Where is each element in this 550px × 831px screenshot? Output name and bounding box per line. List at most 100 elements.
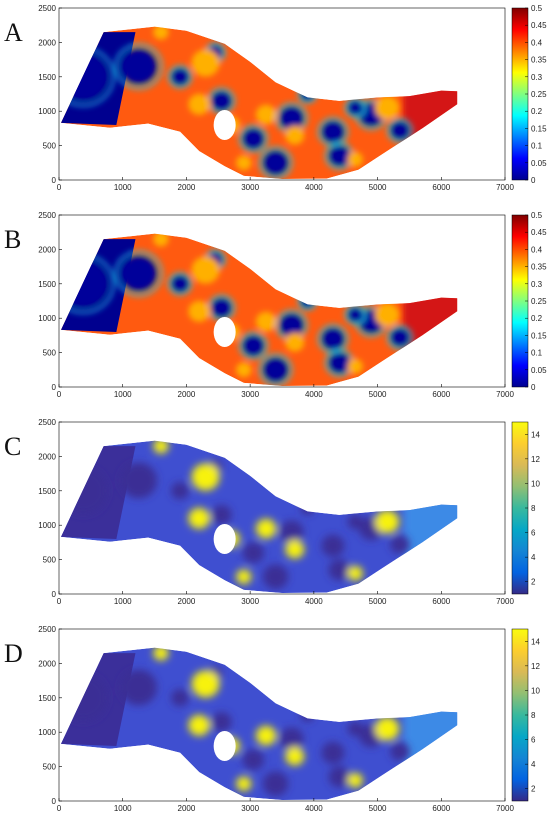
field-high-spot xyxy=(188,714,211,736)
colorbar-tick-label: 12 xyxy=(531,455,540,464)
field-high-spot xyxy=(285,332,305,352)
y-tick-label: 2000 xyxy=(38,245,56,254)
x-tick-label: 3000 xyxy=(241,390,259,399)
x-tick-label: 2000 xyxy=(178,183,196,192)
field-ring xyxy=(238,331,268,360)
x-tick-label: 6000 xyxy=(432,804,450,813)
colorbar-tick-label: 0.05 xyxy=(531,159,547,168)
y-tick-label: 0 xyxy=(52,797,57,806)
colorbar-tick-label: 0.5 xyxy=(531,211,543,220)
x-tick-label: 4000 xyxy=(305,390,323,399)
colorbar-tick-label: 14 xyxy=(531,430,540,439)
field-high-spot xyxy=(285,125,305,145)
field-ring xyxy=(167,272,193,296)
colorbar-tick-label: 10 xyxy=(531,686,540,695)
field-high-spot xyxy=(153,440,169,454)
field-high-spot xyxy=(285,539,305,559)
field-high-spot xyxy=(153,233,169,247)
field-base xyxy=(60,647,458,800)
colorbar-tick-label: 0.2 xyxy=(531,314,543,323)
field-low-spot xyxy=(242,542,265,564)
field-high-spot xyxy=(236,362,252,378)
x-tick-label: 5000 xyxy=(369,804,387,813)
field-low-spot xyxy=(321,327,345,350)
field-high-spot xyxy=(153,647,169,661)
field-high-spot xyxy=(236,776,252,792)
colorbar-tick-label: 0.25 xyxy=(531,90,547,99)
field-low-spot xyxy=(211,504,232,525)
x-tick-label: 3000 xyxy=(241,804,259,813)
field-low-spot xyxy=(120,669,158,706)
field-high-spot xyxy=(347,565,363,581)
colorbar-tick-label: 2 xyxy=(531,578,536,587)
field-ring xyxy=(386,118,413,143)
field-low-spot xyxy=(347,307,363,323)
x-tick-label: 3000 xyxy=(241,183,259,192)
field-low-spot xyxy=(390,121,410,140)
x-tick-label: 5000 xyxy=(369,597,387,606)
field-high-spot xyxy=(375,95,400,120)
field-high-spot xyxy=(255,725,277,746)
field-low-spot xyxy=(242,335,265,357)
field-low-spot xyxy=(328,352,351,374)
y-tick-label: 2500 xyxy=(38,211,56,220)
x-tick-label: 7000 xyxy=(496,597,514,606)
y-tick-label: 2000 xyxy=(38,452,56,461)
field-ring xyxy=(386,325,413,350)
field-low-spot xyxy=(279,520,304,544)
field-base xyxy=(60,26,458,179)
colorbar-tick-label: 0 xyxy=(531,176,536,185)
panel-c: C 0 1000 2000 3000 4000 5000 6000 7000 0 500 1000 1… xyxy=(0,414,550,621)
field-low-spot xyxy=(328,766,351,788)
y-tick-label: 1500 xyxy=(38,694,56,703)
colorbar-tick-label: 6 xyxy=(531,529,536,538)
panel-label: B xyxy=(4,225,22,254)
x-tick-label: 2000 xyxy=(178,597,196,606)
field-high-spot xyxy=(191,256,220,284)
colorbar-tick-label: 2 xyxy=(531,785,536,794)
colorbar-tick-label: 0.4 xyxy=(531,245,543,254)
field-low-spot xyxy=(171,482,189,500)
field-low-spot xyxy=(211,90,232,111)
field-hole xyxy=(213,109,236,140)
colorbar-tick-label: 0.25 xyxy=(531,297,547,306)
field-high-spot xyxy=(255,104,277,125)
field-low-spot xyxy=(321,534,345,557)
field-high-spot xyxy=(191,670,220,698)
colorbar-tick-label: 10 xyxy=(531,479,540,488)
panel-label: D xyxy=(4,639,23,668)
field-low-spot xyxy=(211,297,232,318)
field-low-spot xyxy=(211,711,232,732)
y-tick-label: 1000 xyxy=(38,521,56,530)
y-tick-label: 0 xyxy=(52,176,57,185)
field-high-spot xyxy=(255,518,277,539)
colorbar-tick-label: 0 xyxy=(531,383,536,392)
y-tick-label: 500 xyxy=(43,763,57,772)
field-low-spot xyxy=(390,535,410,554)
field-low-spot xyxy=(262,150,289,176)
field-ring xyxy=(258,146,293,179)
field-ring xyxy=(114,250,163,297)
y-tick-label: 1000 xyxy=(38,107,56,116)
panel-label: C xyxy=(4,432,22,461)
field-low-spot xyxy=(262,564,289,590)
field-hole xyxy=(213,730,236,761)
x-tick-label: 0 xyxy=(57,390,62,399)
field-ring xyxy=(167,65,193,89)
x-tick-label: 7000 xyxy=(496,183,514,192)
field-low-spot xyxy=(279,313,304,337)
field-low-spot xyxy=(242,749,265,771)
colorbar-tick-label: 0.5 xyxy=(531,4,543,13)
y-tick-label: 500 xyxy=(43,142,57,151)
field-base xyxy=(60,440,458,593)
field-low-spot xyxy=(347,514,363,530)
field-low-spot xyxy=(279,727,304,751)
y-tick-label: 1500 xyxy=(38,487,56,496)
field-low-spot xyxy=(120,48,158,85)
field-high-spot xyxy=(375,302,400,327)
field-high-spot xyxy=(255,311,277,332)
colorbar-tick-label: 0.45 xyxy=(531,21,547,30)
y-tick-label: 2500 xyxy=(38,625,56,634)
field-low-spot xyxy=(390,328,410,347)
field-high-spot xyxy=(191,49,220,77)
